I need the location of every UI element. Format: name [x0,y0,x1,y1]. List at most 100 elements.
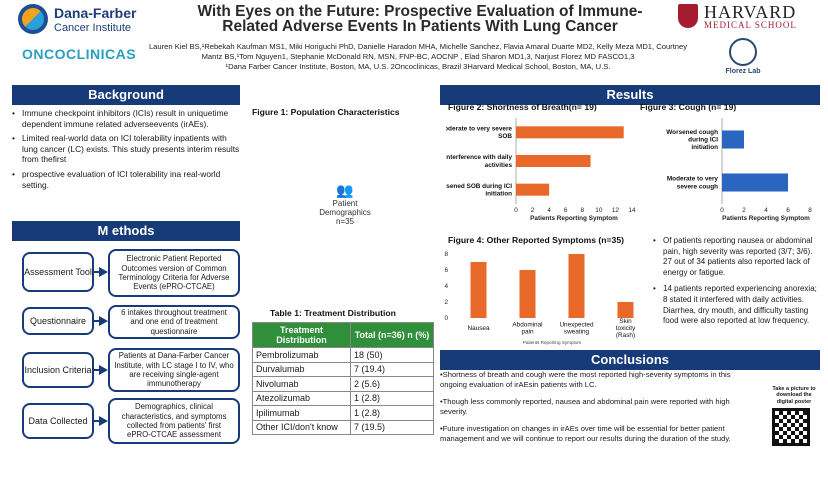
category-label: initiation [691,144,718,151]
category-label: SOB [498,133,512,140]
tick-label: 6 [444,267,448,274]
category-label: Worsened SOB during ICI [446,183,512,190]
category-label: during ICI [688,137,718,144]
figure4-other-chart: Figure 4: Other Reported Symptoms (n=35)… [444,235,636,345]
table-cell: 7 (19.4) [350,361,434,377]
bar [617,302,634,318]
harvard-name: HARVARD [704,2,797,22]
table-cell: 1 (2.8) [350,390,434,406]
tick-label: 6 [786,207,790,214]
florez-lab-emblem-icon [729,38,757,66]
author-list: Lauren Kiel BS,¹Rebekah Kaufman MS1, Mik… [148,42,688,72]
bar [470,262,487,318]
table-header-cell: Treatment Distribution [252,322,351,348]
method-arrow-line [94,420,100,422]
table-cell: Pembrolizumab [252,347,351,363]
conclusion-item: •Though less commonly reported, nausea a… [440,396,730,417]
authors-text: Lauren Kiel BS,¹Rebekah Kaufman MS1, Mik… [148,42,688,61]
dana-farber-logo: Dana-Farber Cancer Institute [18,4,158,38]
bar [568,254,585,318]
dana-farber-name: Dana-Farber [54,5,137,21]
bar [519,270,536,318]
arrow-right-icon [99,365,108,375]
conclusion-item: •Future investigation on changes in irAE… [440,423,731,444]
qr-caption: Take a picture to download the digital p… [772,386,816,405]
results-bullet: Of patients reporting nausea or abdomina… [653,236,823,278]
method-arrow-line [94,369,100,371]
method-detail-inclusion: Patients at Dana-Farber Cancer Institute… [108,348,240,392]
category-label: Nausea [467,325,489,332]
method-arrow-line [94,271,100,273]
method-label-inclusion: Inclusion Criteria [22,352,94,388]
demographics-label: Patient Demographics n=35 [319,199,371,226]
bar [722,130,744,149]
method-detail-data: Demographics, clinical characteristics, … [108,398,240,444]
table-cell: Ipilimumab [252,405,351,421]
category-label: Interference with daily [446,154,512,161]
treatment-table: Treatment Distribution Total (n=36) n (%… [252,322,434,435]
hex-nsclc: NSCLC 66.7% [347,260,401,270]
dana-farber-emblem-icon [18,4,48,34]
hex-white: White 92% [294,260,334,270]
bar [722,173,788,192]
qr-code-icon[interactable] [772,408,810,446]
axis-label: Patients Reporting Symptom [722,215,810,222]
hex-female: Female 53% [351,154,397,164]
category-label: pain [521,329,534,336]
tick-label: 8 [581,207,585,214]
table-cell: 2 (5.6) [350,376,434,392]
figure1-hex-cluster: 50 years old or younger 8.3% Female 53% … [252,118,438,298]
tick-label: 12 [612,207,620,214]
florez-lab-label: Florez Lab [725,68,761,75]
method-label-assessment: Assessment Tool [22,252,94,292]
background-list: Immune checkpoint inhibitors (ICIs) resu… [12,108,240,194]
florez-lab-logo: Florez Lab [718,38,768,82]
hex-age: 50 years old or younger 8.3% [287,149,341,169]
oncoclinicas-logo-text: ONCOCLINICAS [22,46,137,62]
bar [516,183,550,196]
chart-title: Figure 4: Other Reported Symptoms (n=35) [448,235,624,245]
poster-title: With Eyes on the Future: Prospective Eva… [197,3,643,35]
hex-diagnosed: Diagnosed in past 6 months 47.2% [258,198,310,227]
axis-label: Patients Reporting Symptom [523,340,582,345]
people-icon: 👥 [336,182,354,198]
category-label: severe cough [677,183,718,190]
arrow-right-icon [99,416,108,426]
figure2-sob-chart: Figure 2: Shortness of Breath(n= 19) Mode… [446,102,636,222]
demographics-center: 👥 Patient Demographics n=35 [318,182,372,226]
table-row: Ipilimumab 1 (2.8) [252,405,434,421]
method-detail-questionnaire: 6 intakes throughout treatment and one e… [108,305,240,339]
figure3-cough-chart: Figure 3: Cough (n= 19) Worsened coughdur… [640,102,812,222]
category-label: initiation [485,190,512,197]
table-cell: Durvalumab [252,361,351,377]
arrow-right-icon [99,316,108,326]
tick-label: 4 [547,207,551,214]
table-cell: Atezolizumab [252,390,351,406]
tick-label: 0 [444,315,448,322]
bar [516,126,624,139]
table-header-row: Treatment Distribution Total (n=36) n (%… [252,322,434,348]
tick-label: 2 [531,207,535,214]
table-row: Pembrolizumab 18 (50) [252,347,434,363]
tick-label: 6 [564,207,568,214]
method-label-questionnaire: Questionnaire [22,307,94,335]
table-row: Atezolizumab 1 (2.8) [252,390,434,406]
background-item: prospective evaluation of ICI tolerabili… [12,169,240,190]
hex-black: Black 5.6% [383,208,425,218]
conclusion-item: •Shortness of breath and cough were the … [440,370,731,390]
table-row: Other ICI/don't know 7 (19.5) [252,419,434,435]
table-row: Nivolumab 2 (5.6) [252,376,434,392]
table-cell: 18 (50) [350,347,434,363]
tick-label: 2 [742,207,746,214]
category-label: Unexpected [559,322,594,329]
table-cell: 1 (2.8) [350,405,434,421]
axis-label: Patients Reporting Symptom [530,215,618,222]
category-label: Abdominal [512,322,542,329]
background-item: Immune checkpoint inhibitors (ICIs) resu… [12,108,240,129]
chart-title: Figure 3: Cough (n= 19) [640,102,736,112]
background-heading: Background [12,85,240,105]
method-detail-assessment: Electronic Patient Reported Outcomes ver… [108,249,240,297]
tick-label: 4 [764,207,768,214]
table-cell: Other ICI/don't know [252,419,351,435]
category-label: Moderate to very [667,176,719,183]
